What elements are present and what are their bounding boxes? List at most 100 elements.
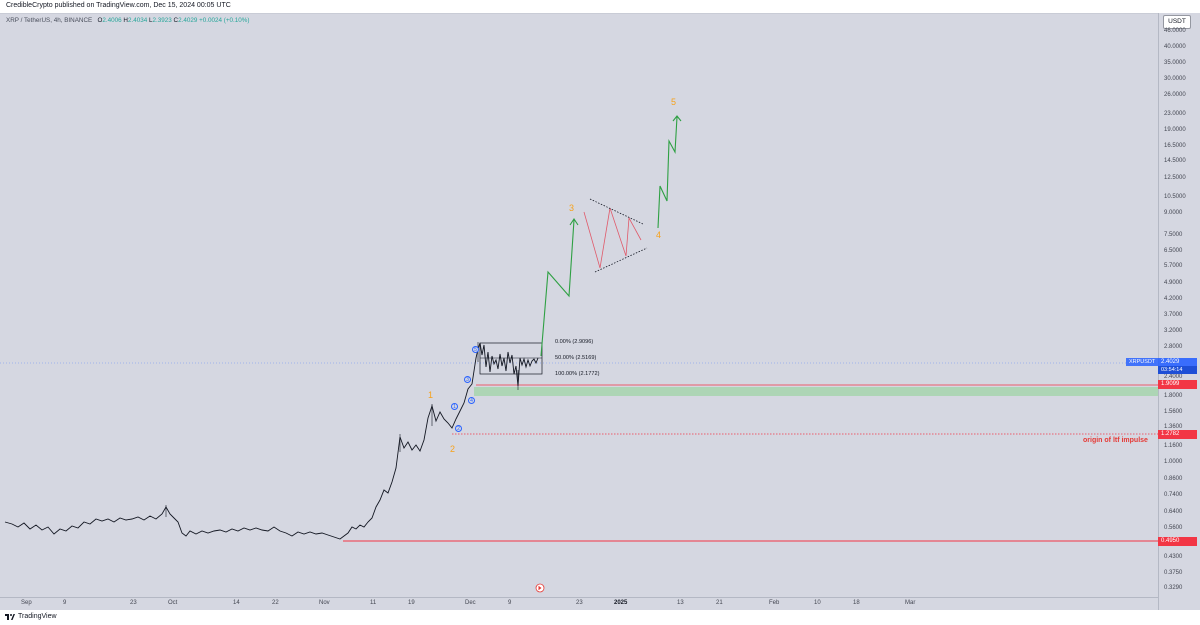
price-chart-svg[interactable]	[0, 0, 1158, 610]
price-tick: 3.2000	[1164, 328, 1183, 334]
header-bar: CredibleCrypto published on TradingView.…	[0, 0, 1200, 13]
wave-label-5: 5	[671, 97, 677, 107]
time-tick: 14	[233, 600, 240, 606]
fib-label-0: 0.00% (2.9096)	[555, 339, 594, 345]
projection-correction	[583, 207, 642, 269]
candle-wicks	[165, 342, 519, 517]
footer-bar	[0, 610, 1200, 625]
wave-label-1: 1	[428, 390, 434, 400]
price-tick: 0.3290	[1164, 585, 1183, 591]
price-tick: 0.4300	[1164, 554, 1183, 560]
price-tick: 3.7000	[1164, 312, 1183, 318]
wave-label-3: 3	[569, 203, 575, 213]
bar-countdown: 03:54:14	[1158, 366, 1197, 374]
footer-brand: TradingView	[18, 613, 57, 620]
legend-close-label: C	[173, 17, 179, 24]
fib-range-box	[479, 342, 543, 375]
sub-wave-1: 1	[451, 403, 458, 410]
price-tick: 30.0000	[1164, 76, 1186, 82]
price-tick: 1.5600	[1164, 409, 1183, 415]
price-tick: 0.5600	[1164, 525, 1183, 531]
price-axis[interactable]	[1158, 13, 1200, 610]
price-tick: 10.5000	[1164, 194, 1186, 200]
projection-impulse-5	[657, 116, 678, 229]
time-tick: 22	[272, 600, 279, 606]
fib-label-100: 100.00% (2.1772)	[555, 371, 600, 377]
price-tick: 9.0000	[1164, 210, 1183, 216]
time-tick-year: 2025	[614, 600, 628, 606]
price-tick: 2.4000	[1164, 374, 1183, 380]
time-tick: 18	[853, 600, 860, 606]
wave-label-4: 4	[656, 230, 662, 240]
time-tick: 13	[677, 600, 684, 606]
price-tick: 2.8000	[1164, 344, 1183, 350]
current-price-badge: 2.4029	[1158, 358, 1197, 367]
triangle-bottom	[594, 247, 648, 273]
legend-close: 2.4029	[178, 17, 198, 24]
price-tick: 46.0000	[1164, 28, 1186, 34]
time-tick: Oct	[168, 600, 178, 606]
sub-wave-4: 4	[468, 397, 475, 404]
arrow-head-3	[569, 218, 579, 226]
price-tick: 6.5000	[1164, 248, 1183, 254]
triangle-top	[589, 198, 644, 225]
time-tick: Nov	[319, 600, 330, 606]
time-tick: 9	[63, 600, 67, 606]
chart-pane[interactable]	[0, 13, 1200, 611]
price-line	[4, 342, 539, 540]
price-tick: 19.0000	[1164, 127, 1186, 133]
currency-button[interactable]: USDT	[1163, 15, 1191, 29]
legend-open-label: O	[97, 17, 103, 24]
time-tick: 19	[408, 600, 415, 606]
time-tick: 10	[814, 600, 821, 606]
legend-high: 2.4034	[127, 17, 148, 24]
price-tick: 12.5000	[1164, 175, 1186, 181]
price-tick: 35.0000	[1164, 60, 1186, 66]
sub-wave-5: 5	[472, 346, 479, 353]
price-tick: 23.0000	[1164, 111, 1186, 117]
time-tick: 11	[370, 600, 377, 606]
legend-low-label: L	[148, 17, 153, 24]
price-tick: 0.6400	[1164, 509, 1183, 515]
time-tick: Feb	[769, 600, 780, 606]
price-tick: 1.8000	[1164, 393, 1183, 399]
legend-open: 2.4006	[102, 17, 122, 24]
origin-label: origin of ltf impulse	[1083, 437, 1148, 444]
price-tick: 1.1600	[1164, 443, 1183, 449]
fib-label-50: 50.00% (2.5169)	[555, 355, 597, 361]
price-tick: 40.0000	[1164, 44, 1186, 50]
price-tick: 4.2000	[1164, 296, 1183, 302]
price-tick: 4.9000	[1164, 280, 1183, 286]
price-tick: 16.5000	[1164, 143, 1186, 149]
support-zone	[474, 387, 1158, 396]
time-tick: Dec	[465, 600, 476, 606]
level-badge-mid: 1.2782	[1158, 430, 1197, 439]
time-tick: 21	[716, 600, 723, 606]
sub-wave-2: 2	[455, 425, 462, 432]
wave-label-2: 2	[450, 444, 456, 454]
price-tick: 1.3600	[1164, 424, 1183, 430]
price-tick: 1.0000	[1164, 459, 1183, 465]
symbol-legend[interactable]: XRP / TetherUS, 4h, BINANCE O2.4006 H2.4…	[6, 17, 250, 24]
price-tick: 14.5000	[1164, 158, 1186, 164]
legend-change: +0.0024 (+0.10%)	[199, 17, 250, 24]
level-badge-high: 1.9099	[1158, 380, 1197, 389]
time-tick: 23	[130, 600, 137, 606]
level-badge-low: 0.4950	[1158, 537, 1197, 546]
price-tick: 0.3750	[1164, 570, 1183, 576]
time-tick: 23	[576, 600, 583, 606]
time-axis[interactable]	[0, 597, 1158, 611]
price-tick: 5.7000	[1164, 263, 1183, 269]
sub-wave-3: 3	[464, 376, 471, 383]
tradingview-logo-icon	[5, 614, 15, 620]
projection-impulse	[540, 219, 575, 357]
price-tick: 0.8600	[1164, 476, 1183, 482]
time-tick: 9	[508, 600, 512, 606]
symbol-price-badge: XRPUSDT	[1126, 358, 1159, 366]
price-tick: 26.0000	[1164, 92, 1186, 98]
price-tick: 7.5000	[1164, 232, 1183, 238]
legend-high-label: H	[123, 17, 128, 24]
time-tick: Sep	[21, 600, 32, 606]
legend-low: 2.3923	[152, 17, 172, 24]
time-tick: Mar	[905, 600, 916, 606]
